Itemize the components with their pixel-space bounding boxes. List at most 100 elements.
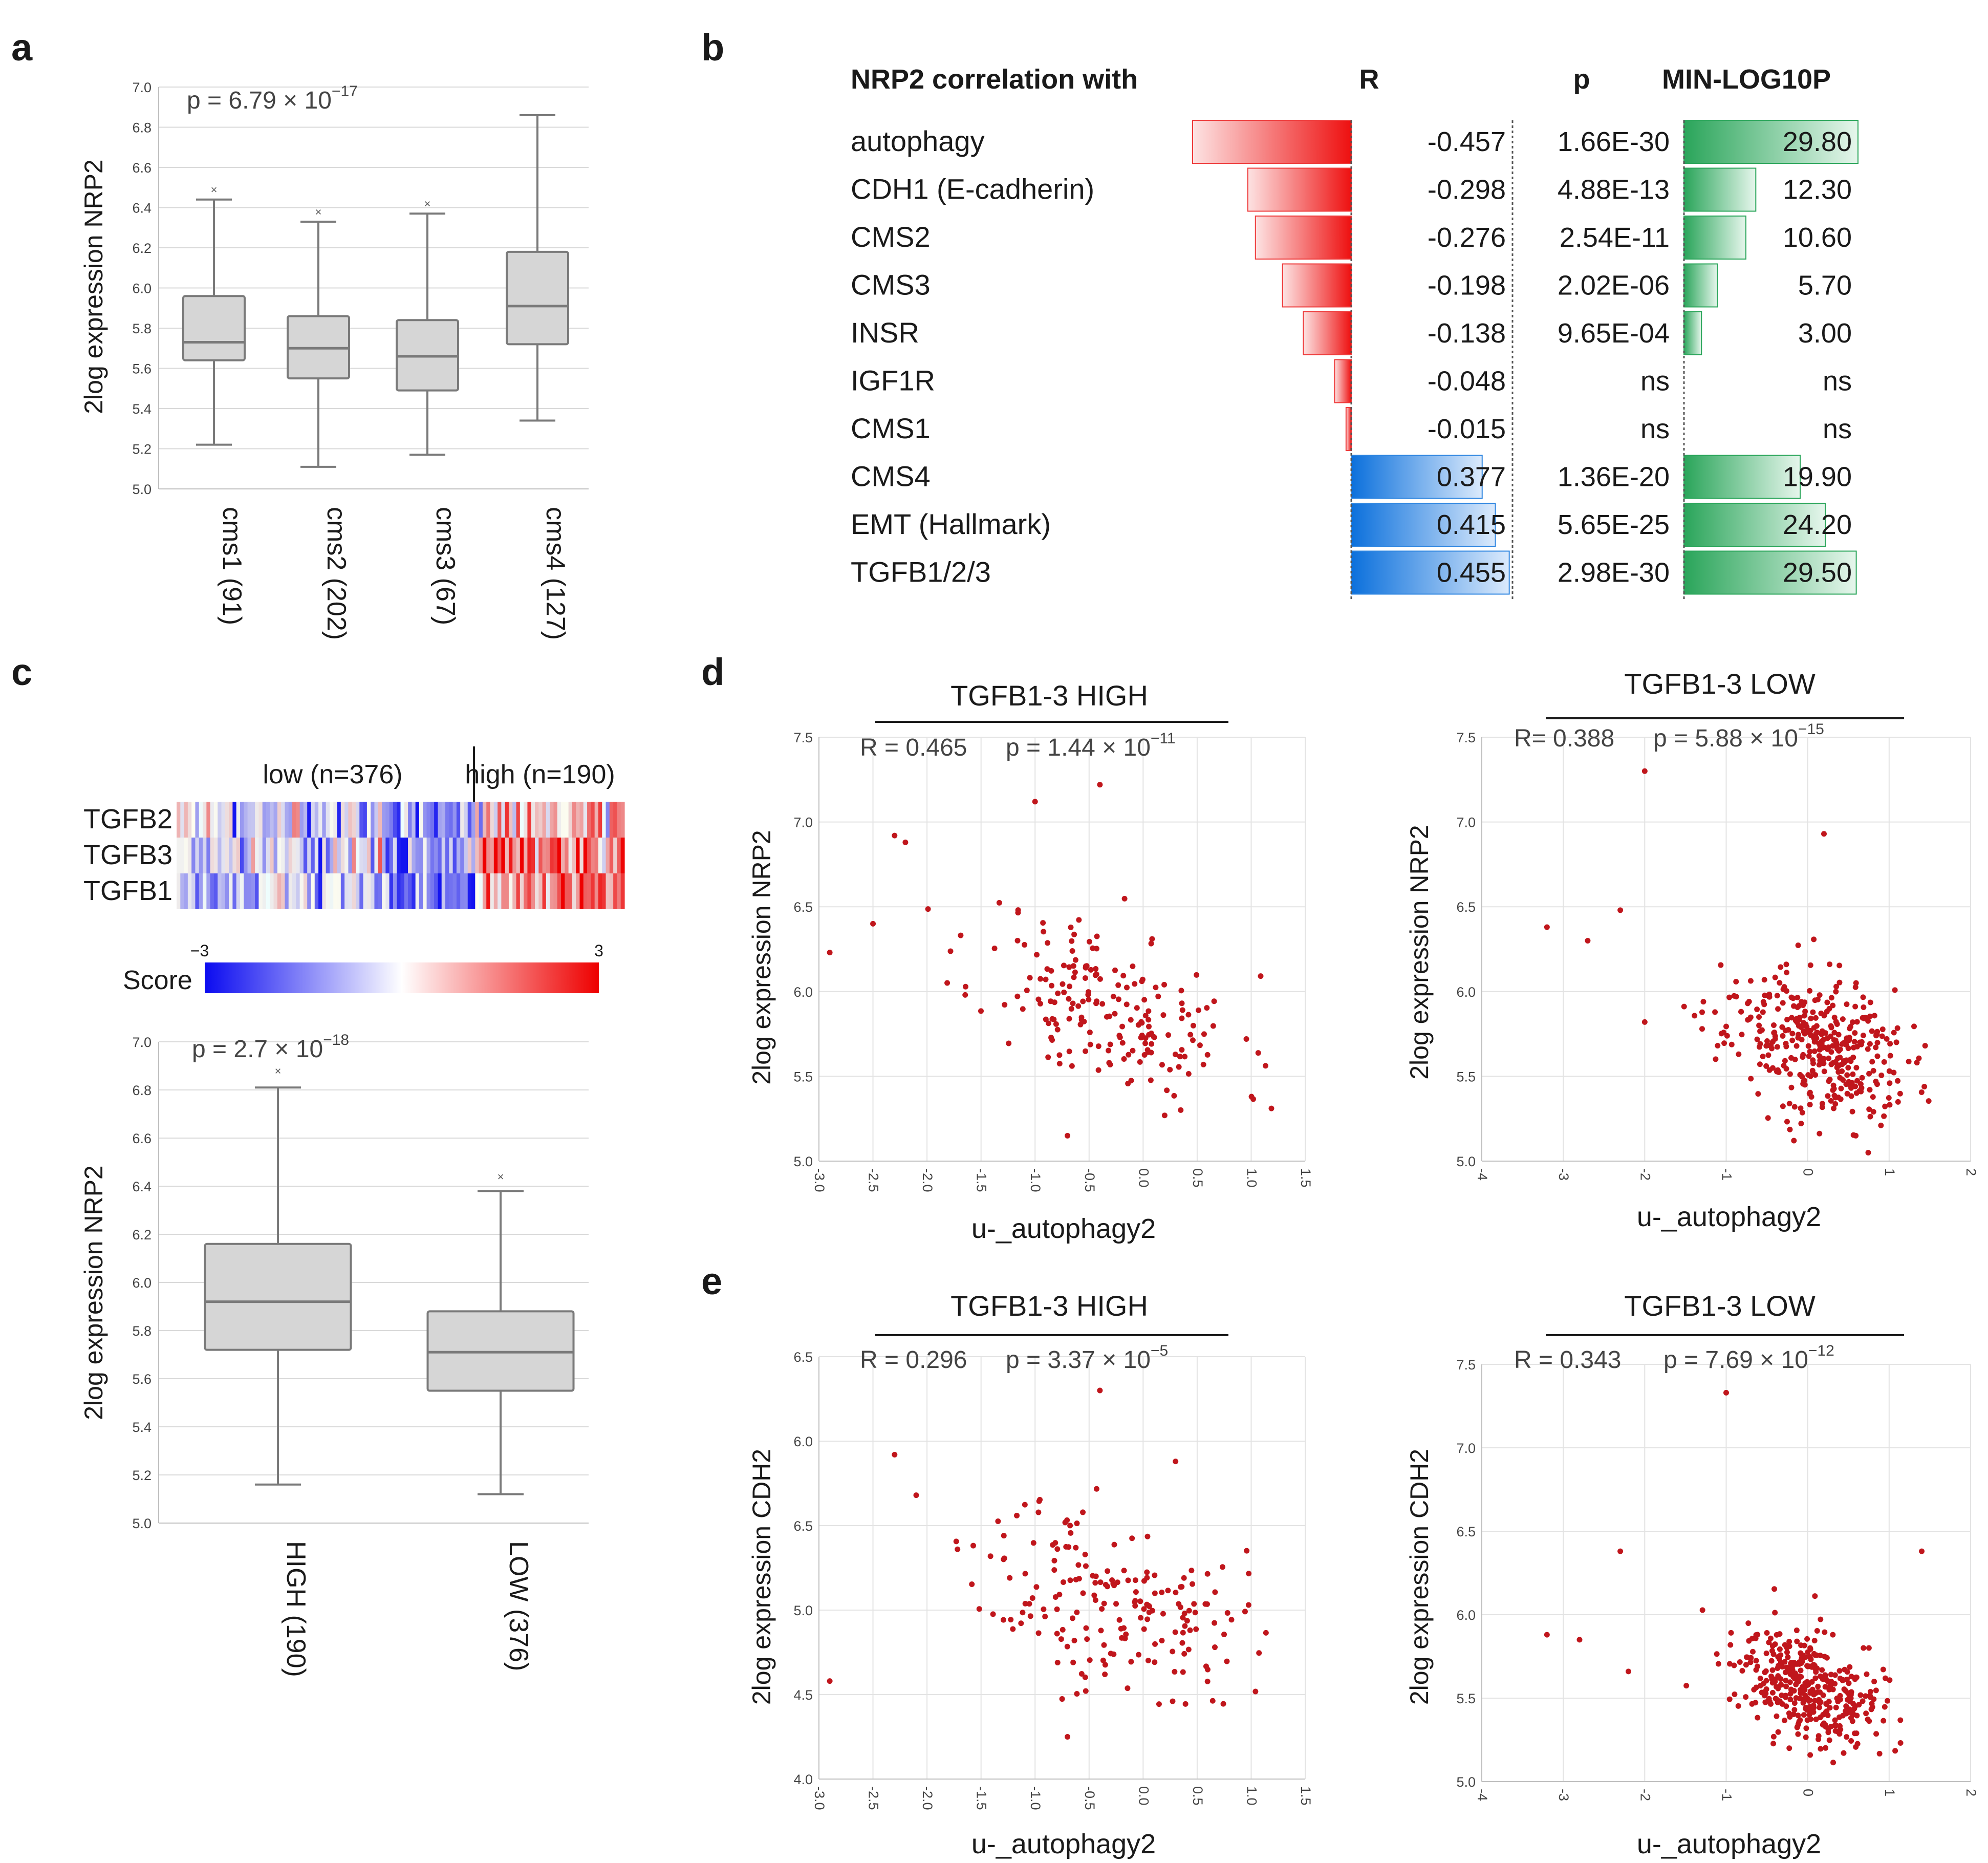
scatter-point [990, 1611, 996, 1617]
heatmap-cell [311, 802, 315, 838]
scatter-point [1185, 1012, 1192, 1018]
table-header-p: p [1573, 64, 1590, 95]
heatmap-cell [542, 873, 547, 909]
scatter-point [1048, 1035, 1054, 1041]
heatmap-cell [177, 802, 181, 838]
heatmap-cell [423, 838, 427, 873]
y-tick-label: 5.0 [132, 1516, 152, 1531]
scatter-point [1171, 1093, 1177, 1099]
scatter-point [1830, 1632, 1836, 1638]
scatter-d-high-ylabel: 2log expression NRP2 [747, 830, 776, 1085]
heatmap-cell [210, 802, 214, 838]
heatmap-cell [187, 873, 192, 909]
x-tick-label: -1 [1719, 1168, 1735, 1181]
scatter-point [1873, 1044, 1879, 1051]
scatter-point [1795, 1731, 1801, 1737]
heatmap-cell [314, 873, 319, 909]
heatmap-cell [225, 802, 229, 838]
scatter-point [1893, 1039, 1899, 1045]
scatter-point [1874, 1040, 1881, 1046]
scatter-point [1136, 1652, 1142, 1658]
heatmap-cell [255, 873, 260, 909]
scatter-point [1699, 1009, 1705, 1015]
scatter-point [1093, 1000, 1099, 1007]
scatter-point [1142, 1040, 1149, 1046]
heatmap-cell [557, 802, 561, 838]
x-tick-label: 0 [1801, 1789, 1816, 1796]
heatmap-cell [206, 802, 211, 838]
heatmap-cell [460, 873, 465, 909]
scatter-point [1180, 1669, 1186, 1675]
heatmap-cell [203, 873, 207, 909]
scatter-point [1850, 1071, 1856, 1077]
scatter-point [1035, 1630, 1042, 1636]
scatter-point [1852, 984, 1859, 990]
scatter-point [1894, 1025, 1900, 1031]
heatmap-cell [613, 802, 618, 838]
scatter-point [1821, 831, 1827, 837]
scatter-point [1810, 1009, 1816, 1015]
scatter-point [1173, 1590, 1179, 1596]
min-log10p-value: 12.30 [1783, 175, 1852, 205]
heatmap-cell [352, 838, 356, 873]
scatter-point [1768, 1658, 1775, 1664]
scatter-e-low-p-exp: −12 [1808, 1342, 1834, 1359]
scatter-point [1115, 982, 1121, 988]
box-plot-c-yticks: 5.0 5.2 5.4 5.6 5.8 6.0 6.2 6.4 6.6 6.8 7.0 [132, 1035, 152, 1531]
scatter-point [1770, 1022, 1777, 1028]
heatmap-cell [508, 838, 513, 873]
scatter-point [1194, 972, 1200, 978]
scatter-point [1803, 1734, 1809, 1740]
heatmap-cell [576, 873, 580, 909]
scatter-point [1144, 1533, 1151, 1539]
scatter-point [1146, 1017, 1152, 1023]
scatter-point [1891, 1030, 1897, 1036]
scatter-point [1024, 987, 1030, 993]
scatter-point [1014, 1512, 1020, 1518]
scatter-point [1852, 1730, 1858, 1737]
scatter-point [1080, 1590, 1086, 1596]
scatter-point [1728, 1041, 1735, 1047]
scatter-point [1054, 1631, 1060, 1637]
heatmap-cell [389, 838, 394, 873]
scatter-point [1772, 1610, 1778, 1616]
scatter-point [1744, 1000, 1751, 1007]
scatter-point [1876, 1750, 1883, 1757]
panel-d: d TGFB1-3 HIGH TGFB1-3 LOW -3.0 -2.5 -2.0-… [701, 651, 1979, 1244]
heatmap-cell [527, 873, 532, 909]
row-label: EMT (Hallmark) [851, 508, 1051, 540]
scatter-point [1066, 964, 1072, 970]
scatter-point [1177, 1054, 1183, 1060]
heatmap-cell [587, 802, 591, 838]
heatmap-cell [430, 838, 435, 873]
scatter-point [1843, 1081, 1849, 1087]
scatter-point [1791, 1104, 1798, 1110]
heatmap-cell [531, 838, 535, 873]
scatter-point [1228, 1617, 1235, 1623]
heatmap-cell [397, 873, 401, 909]
heatmap-cell [565, 838, 569, 873]
y-tick-label: 6.0 [132, 281, 152, 296]
box-plot-c-ylabel: 2log expression NRP2 [79, 1165, 108, 1420]
scatter-point [1879, 1026, 1886, 1033]
scatter-point [1809, 1068, 1816, 1074]
scatter-point [1763, 1063, 1769, 1069]
scatter-point [1791, 1138, 1797, 1144]
heatmap-cell [277, 873, 282, 909]
box-outlier: × [498, 1170, 504, 1183]
p-value: 1.66E-30 [1558, 126, 1670, 157]
scatter-point [1878, 1122, 1884, 1128]
heatmap-cell [191, 838, 196, 873]
scatter-point [1733, 979, 1739, 985]
scatter-point [1181, 1651, 1187, 1657]
scatter-e-low-ylabel: 2log expression CDH2 [1405, 1449, 1434, 1705]
heatmap-cell [479, 802, 483, 838]
heatmap-cell [512, 802, 517, 838]
scatter-point [1067, 1523, 1073, 1529]
heatmap-cell [232, 838, 237, 873]
scatter-point [1152, 1659, 1158, 1665]
scatter-point [1866, 1106, 1872, 1112]
heatmap-cell [538, 838, 543, 873]
scatter-point [1771, 1030, 1777, 1036]
scatter-point [1544, 1632, 1550, 1638]
